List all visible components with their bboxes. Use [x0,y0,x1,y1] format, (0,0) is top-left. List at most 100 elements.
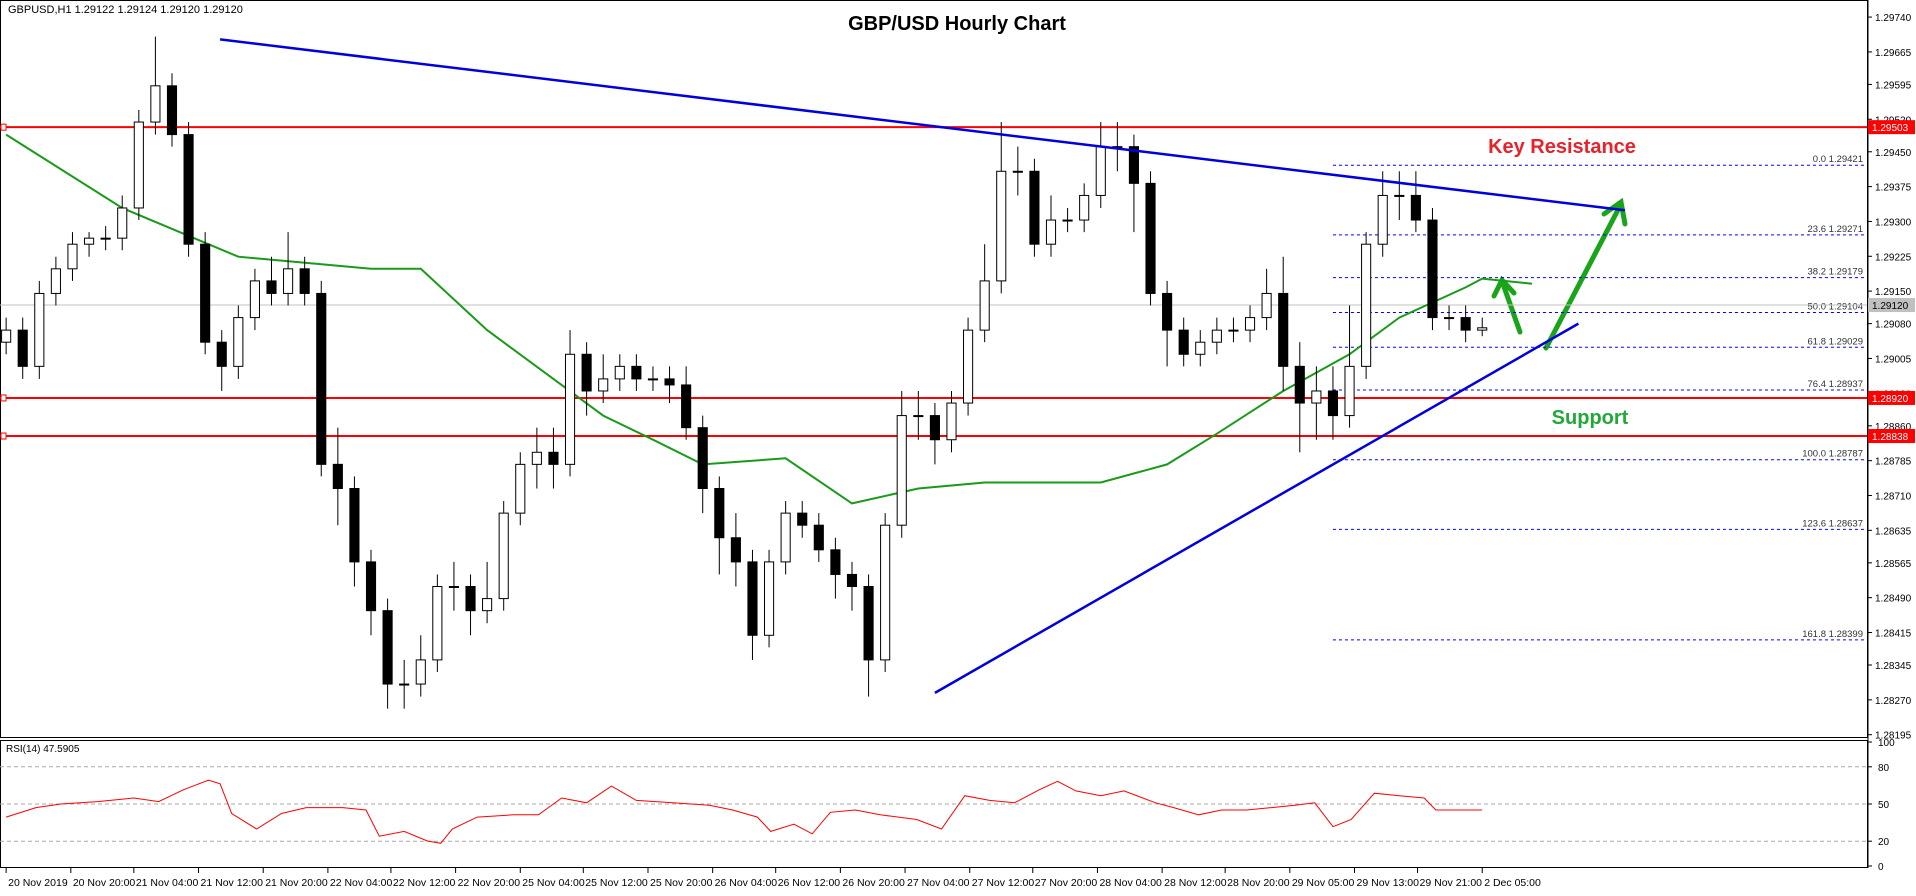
y-tick-label: 1.29005 [1875,354,1912,365]
x-tick-label: 27 Nov 04:00 [907,877,970,889]
y-tick-label: 1.29450 [1875,148,1912,159]
candle-body [1211,329,1222,343]
fib-label: 123.6 1.28637 [1802,518,1863,529]
fib-label: 61.8 1.29029 [1808,336,1863,347]
y-tick-label: 1.28565 [1875,559,1912,570]
x-tick-label: 28 Nov 04:00 [1099,877,1162,889]
x-tick-label: 29 Nov 13:00 [1357,877,1420,889]
fib-price: 1.29029 [1829,336,1863,347]
fib-level: 76.4 [1808,379,1827,390]
x-tick-label: 26 Nov 12:00 [778,877,841,889]
y-tick-label: 80 [1878,763,1890,774]
fib-level: 23.6 [1808,224,1827,235]
candle-body [1477,327,1488,331]
candle-body [1228,329,1239,332]
fib-label: 50.0 1.29104 [1808,301,1863,312]
fib-price: 1.28787 [1829,449,1863,460]
candle-body [1244,317,1256,331]
candle-body [1062,219,1073,222]
candle-body [1261,292,1272,319]
candle-body [200,243,211,343]
annotation: Key Resistance [1488,136,1636,158]
candle-body [515,463,526,514]
candle-body [963,329,974,404]
candle-body [714,488,725,539]
candle-body [249,280,260,319]
y-tick-label: 1.28490 [1875,594,1912,605]
y-tick-label: 1.29595 [1875,80,1912,91]
candle-body [432,586,443,661]
candle-body [1029,170,1040,245]
candle-body [1311,390,1322,404]
candle-body [465,586,476,612]
fib-level: 61.8 [1808,336,1827,347]
candle-body [1045,219,1057,245]
arrows [1491,197,1628,351]
candle-body [730,537,741,563]
candle-body [1460,317,1471,331]
candle-body [1377,194,1388,245]
candle-body [929,415,940,441]
main-panel [0,0,1868,738]
level-box [1868,429,1915,444]
y-tick-label: 1.29150 [1875,287,1912,298]
x-tick-label: 25 Nov 12:00 [585,877,648,889]
fib-level: 161.8 [1802,629,1826,640]
y-tick-label: 1.28710 [1875,491,1912,502]
current-price-box [1868,298,1915,313]
chart-title: GBP/USD Hourly Chart [848,13,1066,35]
candle-body [1278,292,1289,367]
level-box [1868,120,1915,135]
x-tick-label: 25 Nov 04:00 [522,877,585,889]
x-tick-label: 25 Nov 20:00 [650,877,713,889]
level-label: 1.29503 [1872,123,1909,134]
fib-label: 100.0 1.28787 [1802,449,1863,460]
fib-price: 1.29104 [1829,301,1863,312]
fib-price: 1.29179 [1829,267,1863,278]
x-tick-label: 2 Dec 05:00 [1484,877,1541,889]
y-tick-label: 1.29740 [1875,13,1912,24]
x-tick-label: 22 Nov 04:00 [330,877,393,889]
candle-body [813,524,824,551]
rsi-title: RSI(14) 47.5905 [6,744,80,755]
level-marker [0,394,7,402]
candle-body [1195,341,1206,355]
trendline [934,322,1580,694]
y-tick-label: 1.28415 [1875,628,1912,639]
symbol-header: GBPUSD,H1 1.29122 1.29124 1.29120 1.2912… [8,4,243,16]
y-tick-label: 1.28345 [1875,661,1912,672]
fib-level: 38.2 [1808,267,1827,278]
candle-body [1145,182,1156,294]
candle-body [316,292,327,465]
candle-body [166,85,178,136]
moving-average [5,133,1533,505]
x-tick-label: 22 Nov 20:00 [458,877,521,889]
candle-body [17,329,28,367]
candle-body [681,384,692,429]
candle-body [34,292,45,367]
candle-body [84,237,95,245]
fib-price: 1.28937 [1829,379,1863,390]
y-tick-label: 1.28785 [1875,457,1912,468]
fib-level: 123.6 [1802,518,1826,529]
candle-body [448,586,459,589]
x-tick-label: 26 Nov 04:00 [715,877,778,889]
x-tick-label: 21 Nov 20:00 [265,877,328,889]
fib-label: 38.2 1.29179 [1808,267,1863,278]
candle-body [283,268,294,294]
y-tick-label: 1.29080 [1875,320,1912,331]
x-tick-label: 21 Nov 04:00 [136,877,199,889]
x-tick-label: 22 Nov 12:00 [393,877,456,889]
candle-body [1427,219,1438,319]
y-tick-label: 100 [1878,738,1895,749]
y-tick-label: 1.29665 [1875,48,1912,59]
x-tick-label: 28 Nov 20:00 [1227,877,1290,889]
target-arrow-head [1601,197,1628,227]
candle-body [1327,390,1339,417]
candle-body [1162,292,1173,331]
candle-body [150,85,161,123]
x-tick-label: 21 Nov 12:00 [201,877,264,889]
candle-body [1410,194,1421,221]
level-label: 1.28838 [1872,432,1909,443]
